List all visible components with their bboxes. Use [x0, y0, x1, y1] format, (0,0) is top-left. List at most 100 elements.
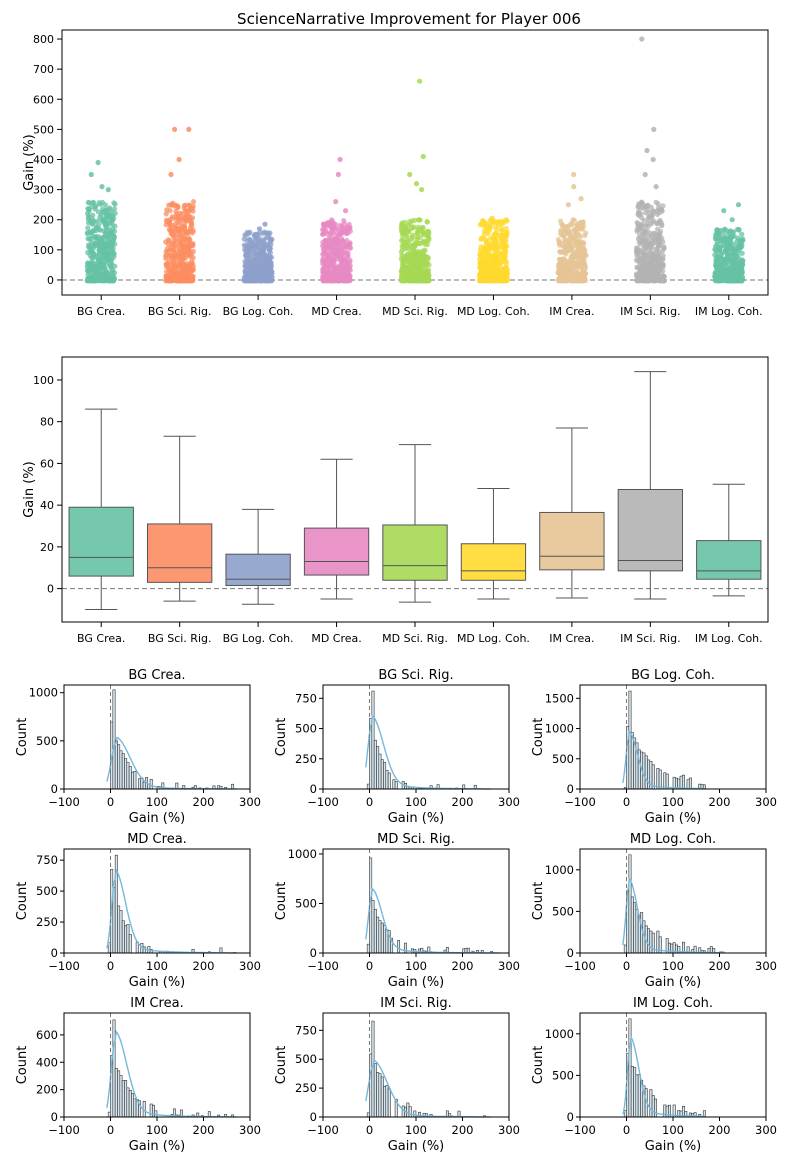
strip-point [643, 237, 649, 243]
strip-point [651, 264, 657, 271]
strip-point [163, 253, 169, 259]
strip-point [104, 209, 110, 215]
strip-point [166, 202, 172, 208]
strip-point [326, 236, 332, 242]
y-axis-label: Count [15, 718, 30, 757]
y-tick-label: 300 [33, 184, 54, 197]
strip-point [245, 251, 251, 257]
strip-point [344, 243, 350, 249]
histogram-bar [649, 1089, 653, 1118]
strip-point [332, 251, 338, 257]
histogram-bar [378, 753, 382, 790]
strip-point [95, 257, 102, 263]
histogram-bar [383, 925, 387, 954]
strip-point [93, 269, 99, 275]
strip-point [478, 236, 484, 242]
strip-point [498, 219, 504, 225]
histogram-bar [119, 750, 123, 790]
histogram-bar [112, 1019, 116, 1118]
strip-point [183, 269, 189, 275]
histogram-bar [385, 1085, 389, 1118]
strip-point [502, 255, 508, 261]
strip-point [323, 223, 329, 229]
strip-point [267, 239, 273, 245]
strip-point [257, 238, 263, 244]
strip-point [84, 231, 91, 237]
strip-point [478, 253, 484, 259]
x-tick-label: IM Sci. Rig. [620, 632, 681, 645]
histogram-axes-frame [63, 1012, 251, 1118]
strip-point [642, 252, 648, 258]
histogram-bar [376, 916, 380, 954]
strip-point [417, 259, 423, 265]
strip-point [642, 244, 649, 250]
histogram-axes-frame [322, 848, 510, 954]
strip-point [99, 199, 105, 205]
strip-point [335, 278, 342, 284]
y-tick-label: 0 [310, 1110, 317, 1124]
y-tick-label: 0 [310, 782, 317, 796]
strip-point [345, 260, 351, 266]
subplot-title: MD Sci. Rig. [377, 832, 455, 847]
x-tick-label: 200 [709, 795, 731, 809]
x-tick-label: 100 [662, 795, 684, 809]
strip-point [718, 244, 724, 250]
box-iqr [303, 527, 370, 576]
strip-point [723, 278, 729, 284]
strip-outlier-point [653, 184, 659, 190]
strip-point [105, 278, 111, 284]
strip-point [325, 258, 331, 264]
y-tick-label: 1000 [545, 863, 574, 877]
strip-outlier-point [337, 156, 343, 163]
strip-point [87, 236, 93, 242]
x-tick-label: 100 [405, 795, 427, 809]
histogram-bar [413, 1110, 417, 1118]
strip-point [169, 231, 175, 237]
strip-point [97, 227, 103, 233]
x-tick-label: −100 [48, 1123, 80, 1137]
strip-outlier-point [639, 36, 645, 42]
y-axis-label: Count [274, 718, 289, 757]
strip-outlier-point [262, 221, 268, 227]
strip-point [96, 222, 102, 228]
strip-point [424, 232, 430, 239]
strip-point [480, 273, 486, 279]
histogram-bar [121, 1080, 125, 1118]
y-axis-label: Count [15, 882, 30, 921]
strip-outlier-point [642, 171, 648, 178]
strip-point [725, 228, 731, 234]
histogram-bar [128, 934, 132, 954]
strip-point [731, 241, 737, 247]
strip-point [503, 225, 509, 232]
strip-point [573, 268, 579, 274]
histogram-bar [408, 1106, 412, 1118]
histogram-axes-frame [63, 684, 251, 790]
strip-point [246, 271, 252, 277]
strip-md-sci-rig- [398, 78, 432, 284]
strip-point [100, 244, 106, 250]
strip-md-log-coh- [476, 215, 510, 284]
histogram-axes-frame [579, 848, 767, 954]
histogram-bar [380, 922, 384, 954]
histogram-bar [114, 740, 118, 790]
strip-point [244, 229, 250, 236]
strip-point [485, 230, 491, 236]
strip-point [736, 272, 742, 278]
strip-point [96, 253, 102, 259]
x-tick-label: 300 [755, 959, 777, 973]
histogram-bar [401, 1105, 405, 1118]
x-tick-label: 0 [366, 795, 373, 809]
strip-point [110, 237, 116, 243]
strip-point [339, 230, 345, 236]
strip-point [259, 277, 265, 283]
histogram-bar [637, 1074, 641, 1118]
strip-point [636, 210, 642, 216]
histogram-bar [149, 778, 153, 790]
histogram-bar [149, 1103, 153, 1118]
strip-point [346, 275, 352, 281]
strip-point [574, 222, 580, 228]
box-iqr [617, 489, 683, 572]
